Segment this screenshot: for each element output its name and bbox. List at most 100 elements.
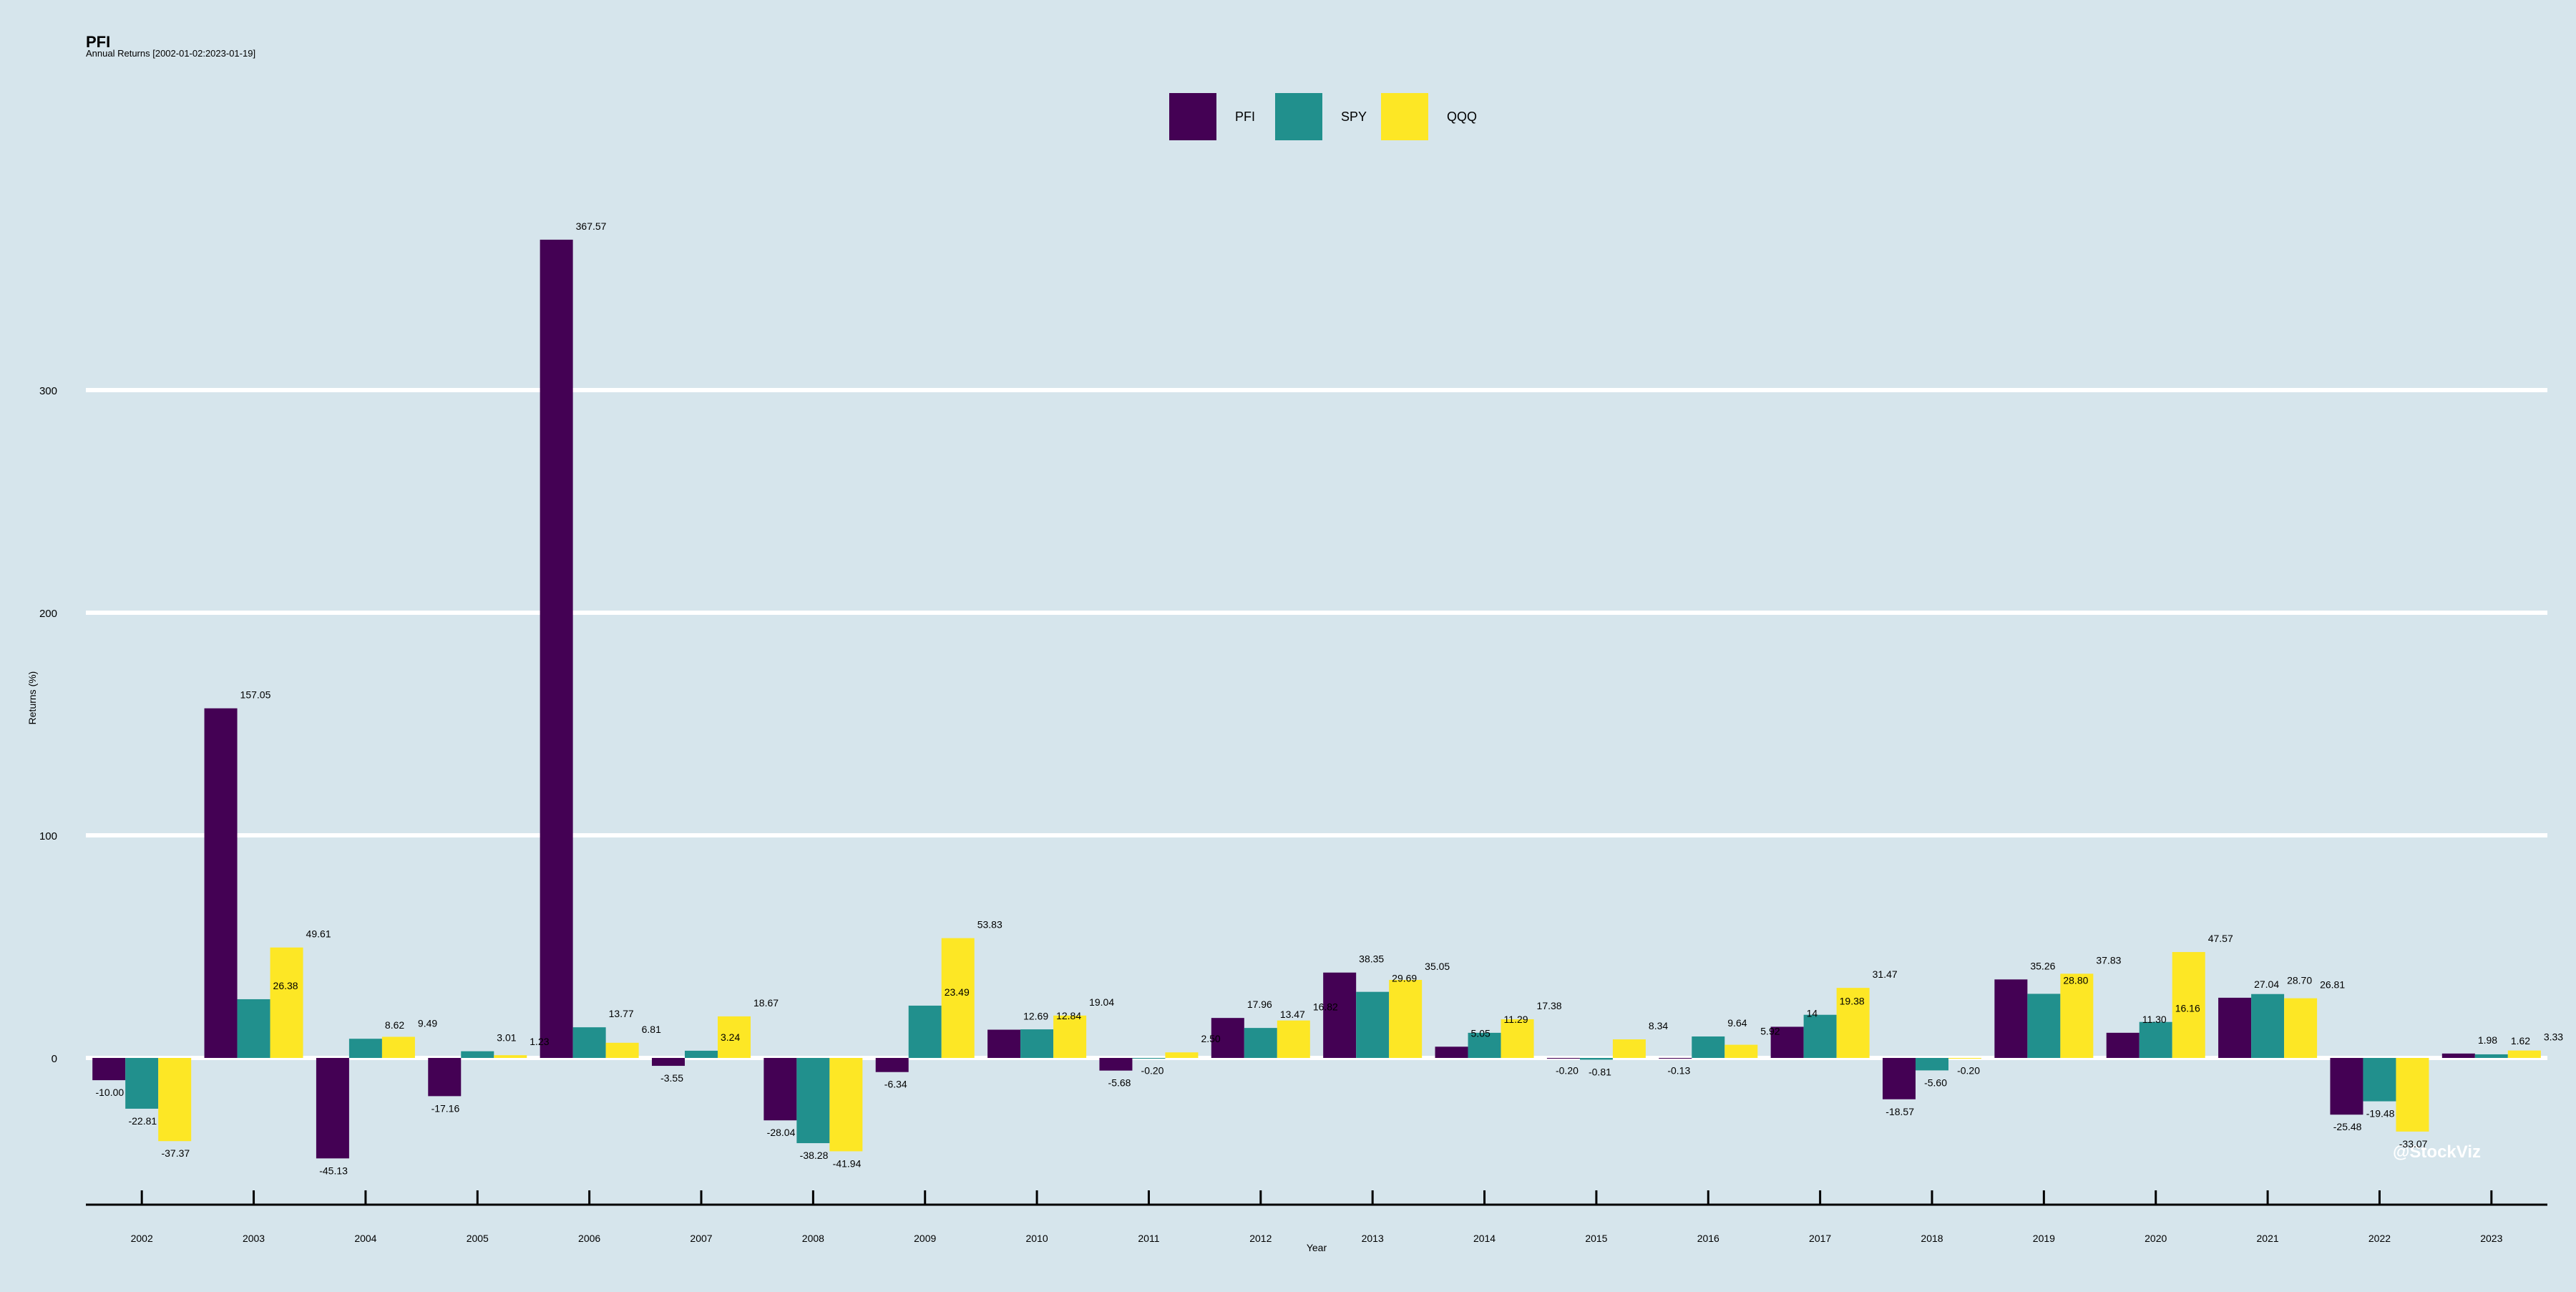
- bar-qqq-2008: [829, 1058, 863, 1152]
- x-tick-label: 2011: [1138, 1233, 1159, 1244]
- data-label: 23.49: [945, 986, 970, 998]
- x-tick-label: 2009: [914, 1233, 936, 1244]
- data-label: 1.23: [530, 1036, 549, 1047]
- bar-pfi-2021: [2218, 997, 2252, 1058]
- data-labels: -10.00 -22.81 -37.37 157.05 26.38 49.61 -45.13…: [95, 220, 2563, 1176]
- x-tick-label: 2007: [690, 1233, 712, 1244]
- bar-qqq-2012: [1277, 1020, 1310, 1058]
- bar-qqq-2013: [1389, 979, 1423, 1058]
- data-label: 19.38: [1840, 996, 1865, 1007]
- data-label: -45.13: [319, 1165, 348, 1176]
- bar-pfi-2022: [2330, 1058, 2363, 1115]
- watermark: @StockViz: [2393, 1142, 2481, 1162]
- legend-swatch-spy: [1275, 93, 1322, 140]
- bar-pfi-2005: [428, 1058, 462, 1097]
- data-label: 2.50: [1201, 1033, 1220, 1044]
- data-label: 8.62: [385, 1019, 404, 1031]
- bar-qqq-2015: [1612, 1039, 1646, 1058]
- data-label: 47.57: [2208, 933, 2233, 944]
- bar-pfi-2019: [1994, 979, 2028, 1058]
- data-label: 19.04: [1089, 996, 1114, 1008]
- bar-pfi-2012: [1211, 1018, 1244, 1058]
- data-label: 16.82: [1313, 1001, 1338, 1013]
- x-tick-label: 2010: [1026, 1233, 1048, 1244]
- x-tick-label: 2018: [1921, 1233, 1943, 1244]
- data-label: 1.98: [2478, 1034, 2497, 1046]
- x-tick-label: 2021: [2257, 1233, 2279, 1244]
- x-tick-label: 2002: [131, 1233, 153, 1244]
- data-label: 26.38: [273, 980, 298, 991]
- y-tick-label: 0: [52, 1053, 57, 1065]
- y-tick-label: 300: [39, 385, 57, 397]
- bar-spy-2021: [2251, 994, 2285, 1058]
- bar-spy-2009: [908, 1005, 942, 1058]
- data-label: 5.05: [1471, 1027, 1491, 1039]
- bar-spy-2017: [1803, 1014, 1837, 1058]
- x-tick-label: 2020: [2145, 1233, 2167, 1244]
- bar-spy-2002: [125, 1058, 159, 1109]
- bar-spy-2003: [237, 999, 270, 1058]
- data-label: -19.48: [2366, 1108, 2395, 1119]
- data-label: 17.38: [1537, 1000, 1562, 1011]
- data-label: 12.84: [1056, 1010, 1081, 1021]
- bars: [92, 239, 2541, 1159]
- y-axis-label: Returns (%): [26, 671, 38, 725]
- data-label: 27.04: [2254, 978, 2279, 990]
- bar-pfi-2006: [540, 239, 573, 1058]
- data-label: 26.81: [2320, 979, 2345, 991]
- x-tick-label: 2005: [467, 1233, 489, 1244]
- bar-spy-2007: [685, 1050, 718, 1058]
- bar-spy-2005: [461, 1051, 494, 1058]
- bar-spy-2006: [572, 1027, 606, 1058]
- data-label: 5.92: [1760, 1026, 1780, 1037]
- bar-pfi-2008: [763, 1058, 797, 1121]
- bar-pfi-2017: [1770, 1026, 1804, 1058]
- bar-pfi-2023: [2441, 1053, 2475, 1058]
- data-label: 14: [1807, 1007, 1818, 1019]
- data-label: 367.57: [576, 220, 607, 232]
- data-label: 29.69: [1392, 973, 1417, 984]
- bar-qqq-2018: [1948, 1058, 1981, 1059]
- x-tick-label: 2015: [1585, 1233, 1607, 1244]
- data-label: -37.37: [161, 1147, 190, 1159]
- data-label: -5.68: [1108, 1077, 1131, 1089]
- chart-title: PFI: [86, 33, 110, 51]
- data-label: -10.00: [95, 1087, 124, 1098]
- data-label: 53.83: [977, 919, 1002, 931]
- chart-subtitle: Annual Returns [2002-01-02:2023-01-19]: [86, 48, 255, 59]
- legend-label-qqq: QQQ: [1447, 110, 1477, 124]
- bar-qqq-2014: [1501, 1019, 1534, 1058]
- x-tick-label: 2019: [2033, 1233, 2055, 1244]
- bar-pfi-2002: [92, 1058, 126, 1081]
- data-label: -38.28: [800, 1150, 829, 1161]
- data-label: 8.34: [1649, 1020, 1668, 1031]
- x-axis-label: Year: [1307, 1242, 1327, 1253]
- data-label: 157.05: [240, 689, 271, 701]
- data-label: -0.13: [1667, 1064, 1690, 1076]
- data-label: 28.70: [2287, 975, 2312, 986]
- bar-pfi-2003: [204, 708, 238, 1058]
- bar-qqq-2022: [2396, 1058, 2429, 1132]
- bar-qqq-2021: [2284, 998, 2318, 1058]
- bar-qqq-2006: [605, 1042, 639, 1058]
- data-label: -3.55: [660, 1072, 683, 1084]
- data-label: 3.33: [2544, 1031, 2563, 1043]
- data-label: 31.47: [1873, 968, 1898, 980]
- bar-pfi-2007: [652, 1058, 685, 1067]
- legend-label-spy: SPY: [1341, 110, 1367, 124]
- data-label: 3.01: [497, 1032, 516, 1044]
- data-label: -28.04: [767, 1127, 796, 1138]
- bar-spy-2011: [1132, 1058, 1166, 1059]
- bar-spy-2022: [2363, 1058, 2396, 1102]
- data-label: -41.94: [833, 1157, 862, 1169]
- bar-spy-2010: [1020, 1029, 1054, 1058]
- data-label: 9.49: [418, 1017, 437, 1029]
- bar-pfi-2011: [1099, 1058, 1133, 1071]
- data-label: 35.26: [2030, 960, 2055, 971]
- data-label: 3.24: [721, 1031, 740, 1043]
- bar-qqq-2009: [941, 938, 975, 1058]
- bar-pfi-2015: [1546, 1058, 1580, 1059]
- legend-swatch-pfi: [1169, 93, 1216, 140]
